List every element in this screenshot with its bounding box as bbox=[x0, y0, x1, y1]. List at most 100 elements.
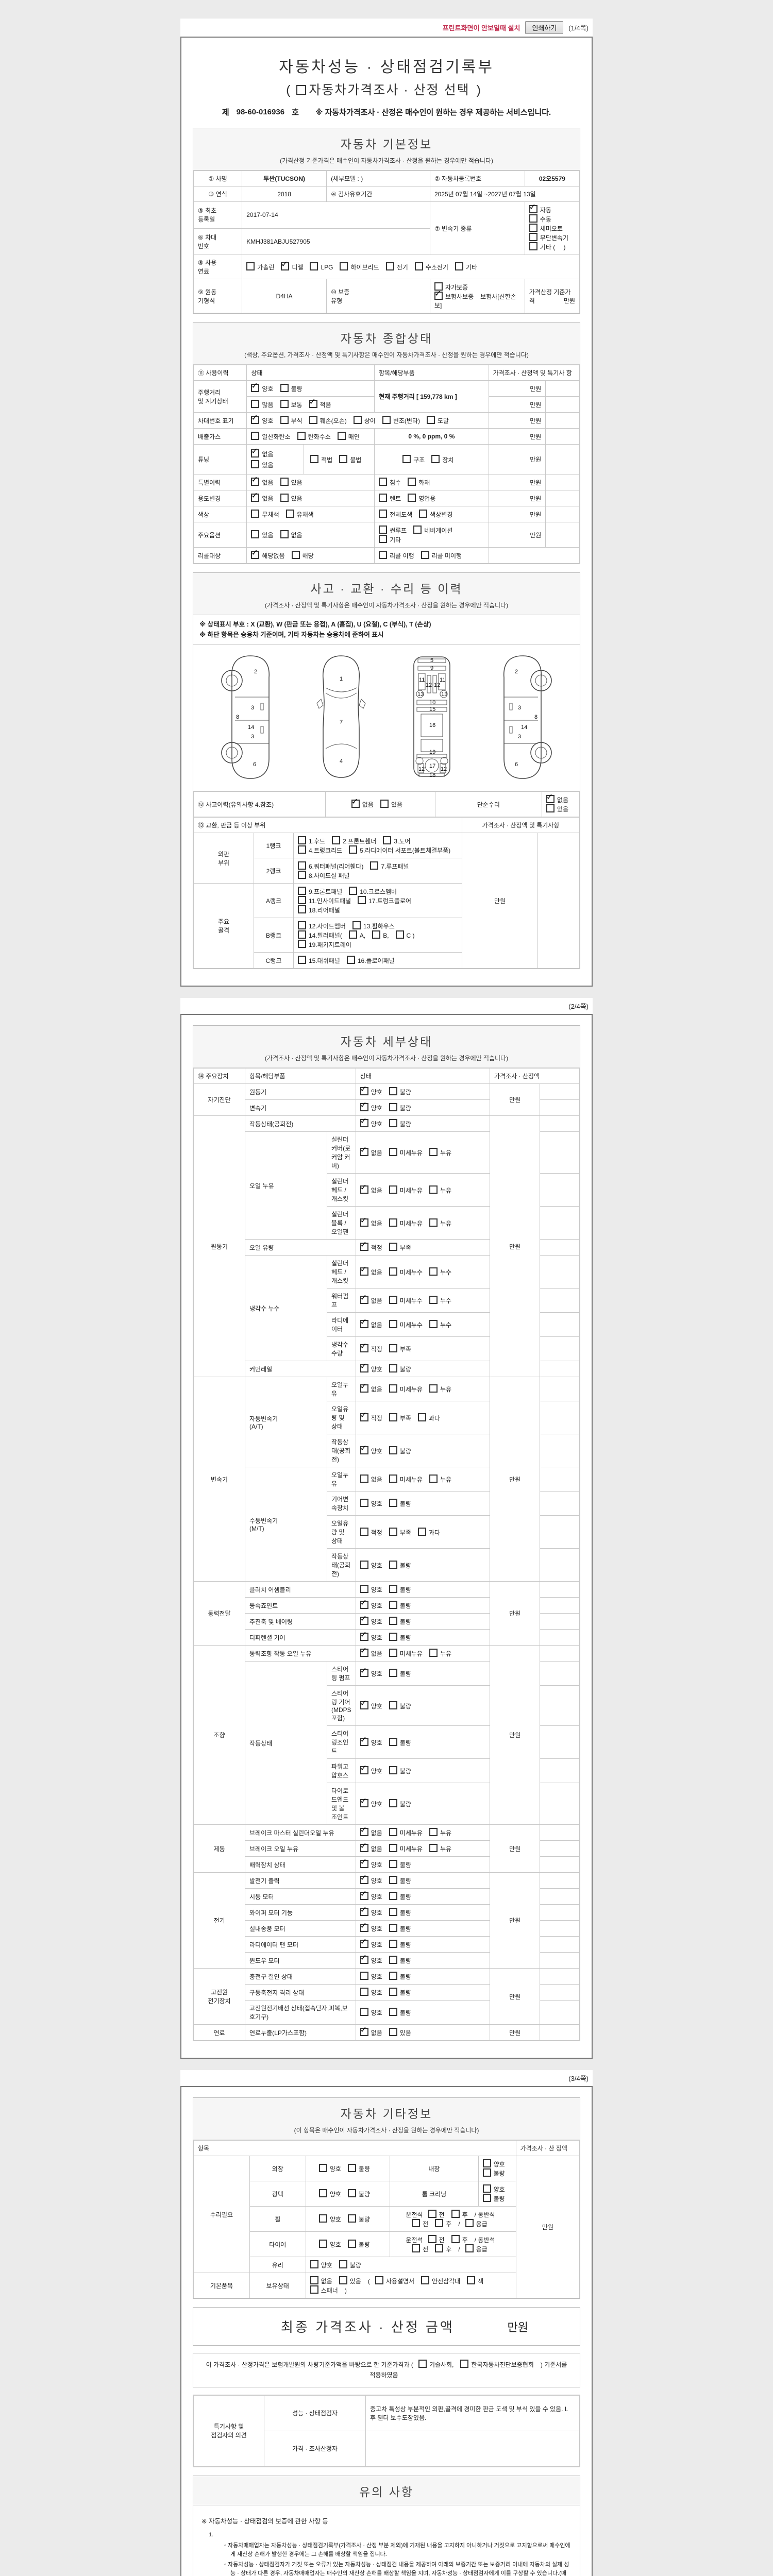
checkbox-option[interactable]: 양호 bbox=[360, 2008, 382, 2016]
checkbox-option[interactable]: 영업용 bbox=[408, 494, 435, 502]
checkbox-option[interactable]: 탄화수소 bbox=[297, 432, 331, 440]
checkbox-unchecked[interactable] bbox=[349, 845, 358, 854]
checkbox-unchecked[interactable] bbox=[529, 214, 537, 223]
checkbox-unchecked[interactable] bbox=[337, 432, 346, 440]
checkbox-option[interactable]: 1.후드 bbox=[298, 836, 325, 845]
checkbox-option[interactable]: 기타 bbox=[379, 535, 401, 544]
checkbox-option[interactable]: 불량 bbox=[347, 2164, 370, 2173]
checkbox-unchecked[interactable] bbox=[298, 930, 306, 939]
checkbox-unchecked[interactable] bbox=[482, 2168, 491, 2177]
checkbox-option[interactable]: 없음 bbox=[251, 474, 274, 486]
checkbox-unchecked[interactable] bbox=[389, 1384, 397, 1393]
checkbox-unchecked[interactable] bbox=[246, 262, 255, 270]
checkbox-option[interactable]: LPG bbox=[310, 262, 333, 271]
checkbox-unchecked[interactable] bbox=[298, 956, 306, 964]
checkbox-unchecked[interactable] bbox=[412, 2219, 421, 2227]
checkbox-option[interactable]: 해당없음 bbox=[251, 548, 285, 560]
checkbox-option[interactable]: 불량 bbox=[389, 1087, 411, 1096]
checkbox-unchecked[interactable] bbox=[349, 887, 358, 895]
checkbox-unchecked[interactable] bbox=[435, 2219, 444, 2227]
checkbox-option[interactable]: 없음 bbox=[360, 1293, 382, 1304]
checkbox-unchecked[interactable] bbox=[251, 510, 260, 518]
checkbox-option[interactable]: 불량 bbox=[389, 1876, 411, 1885]
checkbox-option[interactable]: 있음 bbox=[339, 2276, 361, 2285]
checkbox-unchecked[interactable] bbox=[310, 2276, 318, 2284]
checkbox-unchecked[interactable] bbox=[296, 85, 307, 95]
checkbox-option[interactable]: 불량 bbox=[389, 1560, 411, 1569]
checkbox-unchecked[interactable] bbox=[389, 1940, 397, 1948]
checkbox-checked[interactable] bbox=[360, 1084, 368, 1095]
checkbox-unchecked[interactable] bbox=[310, 2285, 318, 2294]
checkbox-option[interactable]: 누수 bbox=[429, 1267, 451, 1276]
checkbox-option[interactable]: 미세누유 bbox=[389, 1475, 423, 1483]
checkbox-checked[interactable] bbox=[360, 1873, 368, 1884]
checkbox-option[interactable]: 양호 bbox=[360, 1857, 382, 1869]
checkbox-unchecked[interactable] bbox=[372, 930, 381, 939]
checkbox-option[interactable]: 보통 bbox=[280, 400, 303, 409]
checkbox-option[interactable]: 있음 bbox=[546, 804, 568, 813]
checkbox-option[interactable]: 부족 bbox=[389, 1344, 411, 1353]
checkbox-option[interactable]: 부족 bbox=[389, 1527, 411, 1536]
checkbox-unchecked[interactable] bbox=[529, 242, 537, 250]
checkbox-unchecked[interactable] bbox=[297, 432, 306, 440]
checkbox-unchecked[interactable] bbox=[482, 2159, 491, 2167]
checkbox-option[interactable]: 불량 bbox=[482, 2194, 505, 2202]
checkbox-checked[interactable] bbox=[351, 796, 360, 808]
checkbox-unchecked[interactable] bbox=[389, 1860, 397, 1868]
checkbox-checked[interactable] bbox=[360, 1921, 368, 1932]
checkbox-option[interactable]: 불량 bbox=[389, 2008, 411, 2016]
checkbox-unchecked[interactable] bbox=[339, 2260, 347, 2268]
checkbox-option[interactable]: 후 bbox=[451, 2235, 468, 2244]
checkbox-unchecked[interactable] bbox=[379, 535, 388, 543]
checkbox-option[interactable]: 수소전기 bbox=[414, 262, 448, 271]
checkbox-checked[interactable] bbox=[360, 1735, 368, 1746]
checkbox-option[interactable]: 과다 bbox=[417, 1413, 440, 1422]
checkbox-unchecked[interactable] bbox=[389, 1799, 397, 1807]
checkbox-option[interactable]: 양호 bbox=[318, 2240, 341, 2248]
checkbox-option[interactable]: 불량 bbox=[280, 384, 303, 393]
checkbox-unchecked[interactable] bbox=[435, 2244, 444, 2252]
checkbox-unchecked[interactable] bbox=[389, 1087, 397, 1095]
checkbox-unchecked[interactable] bbox=[389, 1617, 397, 1625]
checkbox-unchecked[interactable] bbox=[482, 2184, 491, 2193]
checkbox-option[interactable]: 있음 bbox=[280, 494, 303, 502]
checkbox-checked[interactable] bbox=[360, 1598, 368, 1609]
checkbox-checked[interactable] bbox=[360, 1264, 368, 1276]
checkbox-option[interactable]: 썬루프 bbox=[379, 526, 407, 534]
checkbox-option[interactable]: 양호 bbox=[360, 1630, 382, 1641]
checkbox-unchecked[interactable] bbox=[389, 1669, 397, 1677]
checkbox-option[interactable]: 누유 bbox=[429, 1828, 451, 1837]
checkbox-unchecked[interactable] bbox=[389, 1527, 397, 1536]
checkbox-option[interactable]: 누수 bbox=[429, 1320, 451, 1329]
checkbox-unchecked[interactable] bbox=[389, 1148, 397, 1156]
checkbox-option[interactable]: 누수 bbox=[429, 1296, 451, 1304]
checkbox-checked[interactable] bbox=[360, 1293, 368, 1304]
checkbox-option[interactable]: 전 bbox=[412, 2244, 428, 2253]
checkbox-unchecked[interactable] bbox=[389, 2008, 397, 2016]
checkbox-option[interactable]: 자동 bbox=[529, 202, 551, 214]
checkbox-unchecked[interactable] bbox=[389, 1876, 397, 1884]
checkbox-option[interactable]: 상이 bbox=[353, 416, 376, 425]
checkbox-checked[interactable] bbox=[546, 792, 554, 803]
checkbox-unchecked[interactable] bbox=[347, 2164, 356, 2172]
checkbox-option[interactable]: 없음 bbox=[360, 1381, 382, 1393]
checkbox-unchecked[interactable] bbox=[389, 1956, 397, 1964]
checkbox-option[interactable]: 누유 bbox=[429, 1649, 451, 1657]
checkbox-option[interactable]: 불량 bbox=[389, 1617, 411, 1625]
checkbox-unchecked[interactable] bbox=[460, 2360, 469, 2368]
checkbox-option[interactable]: 있음 bbox=[251, 530, 274, 539]
checkbox-option[interactable]: 응급 bbox=[465, 2244, 488, 2253]
checkbox-unchecked[interactable] bbox=[251, 432, 260, 440]
checkbox-unchecked[interactable] bbox=[429, 1185, 438, 1194]
checkbox-option[interactable]: 없음 bbox=[360, 1646, 382, 1657]
checkbox-option[interactable]: 보험사보증 bbox=[434, 289, 474, 300]
checkbox-option[interactable]: 양호 bbox=[360, 1116, 382, 1128]
checkbox-unchecked[interactable] bbox=[346, 956, 355, 964]
checkbox-option[interactable]: 유채색 bbox=[285, 510, 314, 518]
checkbox-option[interactable]: 매연 bbox=[337, 432, 360, 440]
checkbox-unchecked[interactable] bbox=[332, 836, 341, 844]
checkbox-unchecked[interactable] bbox=[482, 2194, 491, 2202]
checkbox-checked[interactable] bbox=[309, 397, 317, 408]
checkbox-unchecked[interactable] bbox=[379, 510, 388, 518]
checkbox-option[interactable]: 누유 bbox=[429, 1148, 451, 1157]
